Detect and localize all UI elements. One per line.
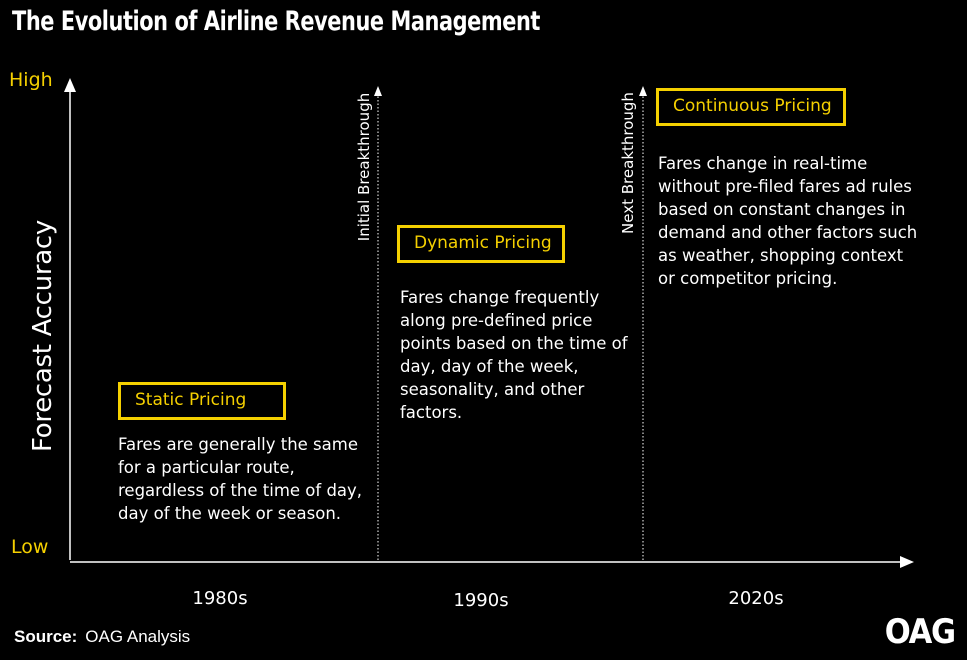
stage-continuous-pricing-description: Fares change in real-time without pre-fi…	[658, 154, 918, 288]
x-axis-arrow	[900, 556, 914, 568]
stage-dynamic-pricing-box: Dynamic Pricing	[397, 225, 565, 263]
oag-logo: OAG	[885, 612, 956, 652]
decade-2020s: 2020s	[728, 588, 784, 609]
breakthrough-arrow-next	[639, 86, 647, 96]
stage-static-pricing-box: Static Pricing	[118, 382, 286, 420]
breakthrough-label-next: Next Breakthrough	[619, 92, 637, 234]
y-axis-high-label: High	[9, 69, 53, 91]
y-axis-low-label: Low	[11, 536, 49, 558]
stage-static-pricing-description: Fares are generally the same for a parti…	[118, 435, 363, 523]
breakthrough-label-initial: Initial Breakthrough	[355, 92, 373, 242]
y-axis-arrow	[64, 78, 76, 92]
decade-1980s: 1980s	[192, 588, 248, 609]
stage-continuous-pricing-box: Continuous Pricing	[656, 88, 846, 126]
page-title: The Evolution of Airline Revenue Managem…	[12, 6, 540, 37]
decade-1990s: 1990s	[453, 590, 509, 611]
source-note: Source: OAG Analysis	[14, 627, 190, 647]
source-label: Source:	[14, 627, 78, 646]
stage-dynamic-pricing-description: Fares change frequently along pre-define…	[400, 288, 628, 422]
breakthrough-arrow-initial	[374, 86, 382, 96]
source-text: OAG Analysis	[85, 627, 191, 646]
y-axis-title: Forecast Accuracy	[28, 220, 58, 452]
